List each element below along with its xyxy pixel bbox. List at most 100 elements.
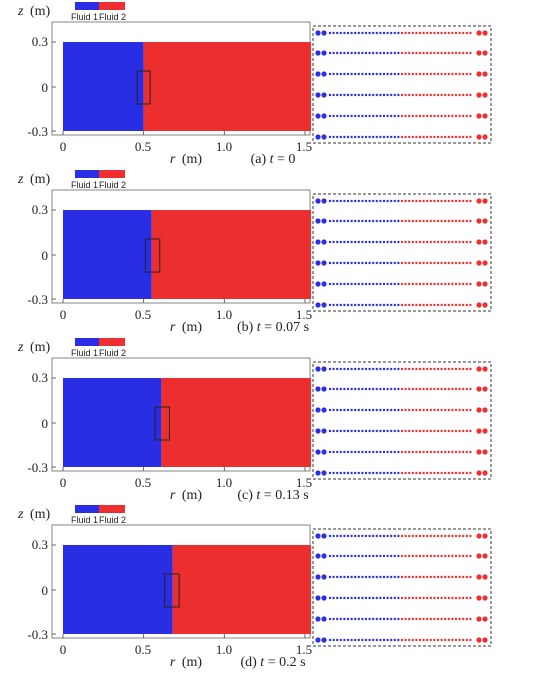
inset-particle-fluid2 bbox=[462, 72, 465, 76]
inset-particle-fluid1 bbox=[332, 135, 335, 139]
inset-particle-fluid2 bbox=[433, 31, 436, 35]
inset-particle-fluid1 bbox=[357, 240, 360, 244]
inset-particle-fluid1 bbox=[390, 408, 393, 412]
inset-particle-fluid2 bbox=[433, 114, 436, 118]
inset-particle-fluid1 bbox=[354, 554, 357, 558]
inset-particle-fluid2 bbox=[469, 261, 472, 265]
inset-particle-fluid2 bbox=[469, 199, 472, 203]
inset-particle-fluid1 bbox=[357, 303, 360, 307]
panel-plot: Fluid 1 Fluid 2 z (m) 0 0.5 1.0 1.5 0.3 … bbox=[17, 505, 492, 670]
inset-particle-fluid2 bbox=[462, 31, 465, 35]
inset-particle-fluid1 bbox=[397, 72, 400, 76]
inset-particle-fluid2 bbox=[408, 534, 411, 538]
inset-particle-fluid2 bbox=[462, 554, 465, 558]
inset-particle-fluid1 bbox=[336, 367, 339, 371]
inset-particle-fluid1 bbox=[379, 387, 382, 391]
inset-particle-fluid2 bbox=[418, 240, 422, 244]
inset-particle-fluid2 bbox=[482, 470, 488, 476]
inset-particle-fluid1 bbox=[336, 31, 339, 35]
inset-particle-fluid1 bbox=[357, 534, 360, 538]
inset-particle-fluid2 bbox=[404, 471, 407, 475]
inset-particle-fluid2 bbox=[454, 282, 458, 286]
inset-particle-fluid2 bbox=[447, 471, 450, 475]
inset-particle-fluid2 bbox=[429, 367, 432, 371]
inset-particle-fluid1 bbox=[315, 260, 321, 266]
inset-particle-fluid2 bbox=[454, 596, 458, 600]
inset-particle-fluid1 bbox=[368, 429, 371, 433]
inset-particle-fluid2 bbox=[429, 114, 432, 118]
inset-particle-fluid2 bbox=[447, 93, 450, 97]
inset-particle-fluid2 bbox=[482, 407, 488, 413]
inset-particle-fluid2 bbox=[429, 408, 432, 412]
inset-particle-fluid2 bbox=[408, 303, 411, 307]
inset-particle-fluid2 bbox=[444, 471, 447, 475]
inset-particle-fluid2 bbox=[433, 261, 436, 265]
inset-particle-fluid2 bbox=[447, 199, 450, 203]
inset-particle-fluid2 bbox=[400, 387, 404, 391]
inset-particle-fluid1 bbox=[336, 429, 339, 433]
inset-particle-fluid2 bbox=[426, 51, 429, 55]
inset-particle-fluid2 bbox=[436, 554, 440, 558]
inset-particle-fluid2 bbox=[465, 575, 468, 579]
inset-particle-fluid2 bbox=[433, 240, 436, 244]
inset-particle-fluid1 bbox=[343, 387, 346, 391]
legend-label-fluid2: Fluid 2 bbox=[99, 180, 126, 190]
inset-particle-fluid2 bbox=[447, 282, 450, 286]
inset-particle-fluid1 bbox=[350, 135, 353, 139]
inset-particle-fluid2 bbox=[482, 616, 488, 622]
inset-particle-fluid2 bbox=[451, 114, 454, 118]
inset-particle-fluid1 bbox=[375, 31, 378, 35]
inset-particle-fluid2 bbox=[426, 554, 429, 558]
inset-particle-fluid2 bbox=[418, 450, 422, 454]
inset-particle-fluid2 bbox=[404, 114, 407, 118]
inset-particle-fluid2 bbox=[447, 114, 450, 118]
inset-particle-fluid1 bbox=[357, 471, 360, 475]
inset-particle-fluid1 bbox=[364, 282, 368, 286]
inset-particle-fluid1 bbox=[357, 114, 360, 118]
inset-particle-fluid2 bbox=[447, 135, 450, 139]
inset-particle-fluid2 bbox=[408, 450, 411, 454]
inset-particle-fluid2 bbox=[429, 534, 432, 538]
inset-particle-fluid1 bbox=[343, 282, 346, 286]
inset-particle-fluid1 bbox=[393, 114, 396, 118]
inset-particle-fluid2 bbox=[458, 199, 461, 203]
inset-particle-fluid1 bbox=[354, 261, 357, 265]
inset-particle-fluid1 bbox=[339, 51, 342, 55]
figure-panel-2: Fluid 1 Fluid 2 z (m) 0 0.5 1.0 1.5 0.3 … bbox=[0, 168, 546, 340]
inset-particle-fluid2 bbox=[400, 617, 404, 621]
inset-particle-fluid2 bbox=[404, 240, 407, 244]
zoom-inset-particles bbox=[315, 30, 488, 140]
inset-particle-fluid2 bbox=[454, 240, 458, 244]
caption-rest: = 0.13 s bbox=[260, 488, 309, 503]
inset-particle-fluid1 bbox=[315, 449, 321, 455]
inset-particle-fluid1 bbox=[372, 387, 375, 391]
inset-particle-fluid1 bbox=[328, 429, 332, 433]
inset-particle-fluid1 bbox=[343, 303, 346, 307]
inset-particle-fluid2 bbox=[476, 134, 482, 140]
inset-particle-fluid2 bbox=[458, 135, 461, 139]
inset-particle-fluid2 bbox=[444, 282, 447, 286]
inset-particle-fluid2 bbox=[411, 303, 414, 307]
inset-particle-fluid1 bbox=[343, 575, 346, 579]
inset-particle-fluid1 bbox=[315, 113, 321, 119]
inset-particle-fluid1 bbox=[382, 93, 386, 97]
inset-particle-fluid1 bbox=[393, 575, 396, 579]
inset-particle-fluid1 bbox=[386, 135, 389, 139]
inset-particle-fluid2 bbox=[436, 534, 440, 538]
inset-particle-fluid1 bbox=[372, 429, 375, 433]
inset-particle-fluid1 bbox=[379, 408, 382, 412]
inset-particle-fluid2 bbox=[469, 93, 472, 97]
inset-particle-fluid2 bbox=[476, 92, 482, 98]
inset-particle-fluid1 bbox=[339, 408, 342, 412]
inset-particle-fluid1 bbox=[336, 408, 339, 412]
inset-particle-fluid1 bbox=[364, 219, 368, 223]
inset-particle-fluid2 bbox=[465, 282, 468, 286]
inset-particle-fluid1 bbox=[328, 408, 332, 412]
inset-particle-fluid1 bbox=[321, 386, 327, 392]
inset-particle-fluid2 bbox=[462, 114, 465, 118]
inset-particle-fluid1 bbox=[382, 554, 386, 558]
inset-particle-fluid2 bbox=[440, 617, 443, 621]
inset-particle-fluid1 bbox=[390, 554, 393, 558]
inset-particle-fluid1 bbox=[357, 199, 360, 203]
inset-particle-fluid2 bbox=[454, 617, 458, 621]
